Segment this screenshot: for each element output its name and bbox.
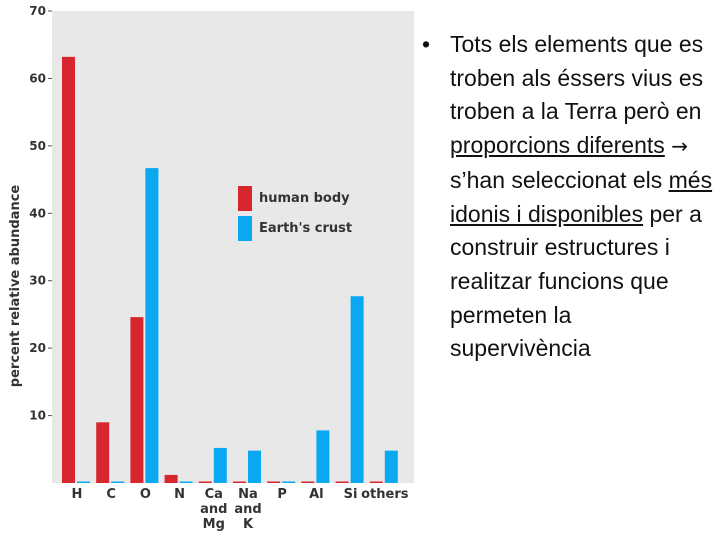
bar-human-body: [62, 56, 75, 483]
y-tick-label: 40: [29, 206, 46, 220]
bar-earths-crust: [384, 450, 398, 483]
text-part-1: Tots els elements que es troben als ésse…: [450, 31, 704, 125]
x-category-line: others: [361, 487, 409, 502]
y-tick-label: 20: [29, 341, 46, 355]
bar-human-body: [164, 474, 178, 483]
bar-human-body: [301, 481, 315, 483]
text-part-2: s’han seleccionat els: [450, 166, 669, 193]
y-axis: 10 20 30 40 50 60 70: [29, 4, 52, 423]
legend: human body Earth's crust: [238, 186, 352, 241]
x-category-line: H: [72, 487, 83, 502]
bar-human-body: [198, 481, 212, 483]
explanation-body: Tots els elements que es troben als ésse…: [450, 28, 716, 366]
y-tick-label: 60: [29, 71, 46, 85]
y-tick-label: 30: [29, 274, 46, 288]
text-part-3: per a construir estructures i realitzar …: [450, 200, 702, 362]
bar-earths-crust: [179, 481, 193, 483]
y-tick-label: 50: [29, 139, 46, 153]
legend-label: Earth's crust: [259, 221, 352, 236]
bar-earths-crust: [282, 481, 296, 483]
x-category-line: C: [106, 487, 116, 502]
bar-earths-crust: [248, 450, 261, 483]
bar-human-body: [130, 317, 144, 483]
x-category-line: O: [140, 487, 151, 502]
x-category-line: P: [277, 487, 287, 502]
underlined-proporcions: proporcions diferents: [450, 132, 665, 159]
y-tick-label: 10: [29, 409, 46, 423]
bar-human-body: [369, 481, 383, 483]
underlined-mes-idonis: més idonis i disponibles: [450, 166, 713, 227]
x-category-label: O: [140, 487, 151, 502]
x-category-line: K: [243, 517, 254, 532]
bar-human-body: [267, 481, 281, 483]
x-category-line: Al: [309, 487, 324, 502]
bar-human-body: [233, 481, 246, 483]
legend-swatch: [238, 216, 252, 241]
bar-earths-crust: [316, 430, 330, 483]
x-category-label: H: [72, 487, 83, 502]
x-category-label: Ca and Mg: [200, 487, 227, 532]
x-category-label: C: [106, 487, 116, 502]
x-category-label: Si: [344, 487, 358, 502]
bar-human-body: [96, 422, 110, 483]
explanation-text: • Tots els elements que es troben als és…: [422, 28, 716, 366]
bar-earths-crust: [145, 168, 159, 483]
right-arrow-icon: →: [671, 134, 688, 159]
bar-human-body: [335, 481, 349, 483]
x-category-line: N: [174, 487, 185, 502]
x-category-label: Al: [309, 487, 324, 502]
bar-earths-crust: [111, 481, 125, 483]
legend-swatch: [238, 186, 252, 211]
x-category-line: Na: [238, 487, 258, 502]
x-category-label: Na and K: [234, 487, 261, 532]
y-axis-label: percent relative abundance: [8, 185, 23, 388]
x-category-line: Ca: [205, 487, 223, 502]
bars: [62, 56, 398, 483]
bar-earths-crust: [213, 447, 227, 483]
y-tick-label: 70: [29, 4, 46, 18]
bar-earths-crust: [350, 296, 364, 483]
x-category-label: P: [277, 487, 287, 502]
bullet-icon: •: [422, 31, 431, 57]
legend-label: human body: [259, 191, 350, 206]
x-category-label: N: [174, 487, 185, 502]
x-category-label: others: [361, 487, 409, 502]
x-category-line: and: [234, 502, 261, 517]
x-category-line: and: [200, 502, 227, 517]
x-category-line: Mg: [203, 517, 225, 532]
x-category-line: Si: [344, 487, 358, 502]
bar-earths-crust: [77, 481, 90, 483]
